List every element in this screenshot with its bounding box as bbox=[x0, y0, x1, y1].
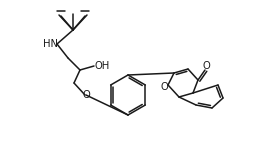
Text: OH: OH bbox=[94, 61, 109, 71]
Text: O: O bbox=[82, 90, 89, 100]
Text: O: O bbox=[201, 61, 209, 71]
Text: HN: HN bbox=[42, 39, 57, 49]
Text: O: O bbox=[160, 82, 167, 92]
